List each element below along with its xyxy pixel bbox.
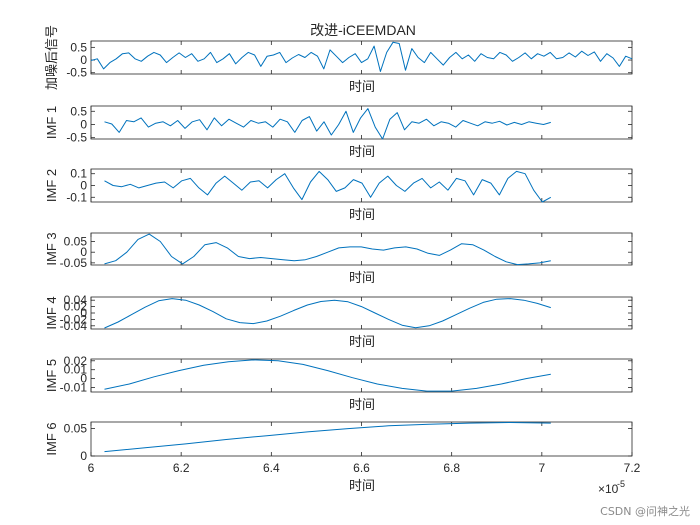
series-line-signal (90, 41, 633, 72)
xtick-label: 7.2 (624, 461, 641, 475)
watermark: CSDN @问神之光 (600, 505, 690, 518)
ylabel-imf5: IMF 5 (44, 359, 59, 392)
ytick-label: 0 (80, 179, 87, 193)
ytick-label: 0.1 (70, 167, 87, 181)
xtick-label: 6 (88, 461, 95, 475)
figure-title: 改进-iCEEMDAN (310, 22, 416, 38)
xlabel-imf2: 时间 (349, 207, 375, 222)
xlabel-imf4: 时间 (349, 334, 375, 349)
axes-box-imf2 (90, 168, 633, 203)
ytick-label: 0 (80, 372, 87, 386)
x-multiplier: ×10 (598, 482, 619, 496)
series-line-imf4 (104, 298, 551, 329)
ytick-label: 0 (80, 245, 87, 259)
axes-box-imf4 (90, 296, 633, 330)
ytick-label: 0.05 (64, 422, 88, 436)
ylabel-signal: 加噪后信号 (44, 25, 59, 90)
ytick-label: -0.02 (60, 312, 88, 326)
ytick-label: -0.5 (66, 66, 87, 80)
series-line-imf1 (104, 108, 551, 140)
panel-imf2: 0.10-0.1 时间 IMF 2 (44, 167, 633, 222)
ytick-label: 0 (80, 306, 87, 320)
ytick-label: 0.05 (64, 235, 88, 249)
series-line-imf3 (104, 233, 551, 266)
ylabel-imf4: IMF 4 (44, 296, 59, 329)
ytick-label: 0.02 (64, 354, 88, 368)
ylabel-imf2: IMF 2 (44, 169, 59, 202)
ylabel-imf6: IMF 6 (44, 422, 59, 455)
xlabel-signal: 时间 (349, 79, 375, 94)
ytick-label: 0 (80, 449, 87, 463)
xtick-label: 6.2 (173, 461, 190, 475)
panel-imf3: 0.050-0.05 时间 IMF 3 (44, 232, 633, 285)
ytick-label: -0.05 (60, 256, 88, 270)
ytick-label: 0.02 (64, 300, 88, 314)
ytick-label: 0.04 (64, 293, 88, 307)
ylabel-imf1: IMF 1 (44, 106, 59, 139)
ytick-label: -0.01 (60, 381, 88, 395)
series-line-imf6 (104, 422, 551, 453)
ytick-label: 0.01 (64, 363, 88, 377)
xtick-label: 7 (538, 461, 545, 475)
ytick-label: 0.5 (70, 104, 87, 118)
axes-box-imf3 (90, 232, 633, 266)
xlabel-imf5: 时间 (349, 397, 375, 412)
axes-box-imf5 (90, 358, 633, 393)
series-line-imf2 (104, 170, 552, 203)
series-line-imf5 (104, 359, 551, 392)
ytick-label: 0 (80, 53, 87, 67)
axes-box-imf6 (90, 421, 633, 457)
panel-imf6: 0.05 06 6.2 6.4 6.6 6.8 7 7.2 ×10-5 时间 IMF 6 (44, 422, 641, 496)
xlabel-imf3: 时间 (349, 270, 375, 285)
ylabel-imf3: IMF 3 (44, 232, 59, 265)
xtick-label: 6.4 (263, 461, 280, 475)
xtick-label: 6.6 (353, 461, 370, 475)
xlabel-imf6: 时间 (349, 478, 375, 493)
ytick-label: 0 (80, 117, 87, 131)
panel-signal: 0.50-0.5 时间 加噪后信号 (44, 25, 633, 94)
ytick-label: -0.5 (66, 131, 87, 145)
x-exponent: -5 (617, 479, 625, 489)
panel-imf4: 0.040.020-0.02-0.04 时间 IMF 4 (44, 293, 633, 349)
panel-imf1: 0.50-0.5 时间 IMF 1 (44, 104, 633, 159)
ytick-label: -0.04 (60, 319, 88, 333)
ytick-label: 0.5 (70, 40, 87, 54)
ytick-label: -0.1 (66, 190, 87, 204)
xlabel-imf1: 时间 (349, 144, 375, 159)
xtick-label: 6.8 (443, 461, 460, 475)
axes-box-imf1 (90, 105, 633, 140)
panel-imf5: 0.020.010-0.01 时间 IMF 5 (44, 354, 633, 412)
